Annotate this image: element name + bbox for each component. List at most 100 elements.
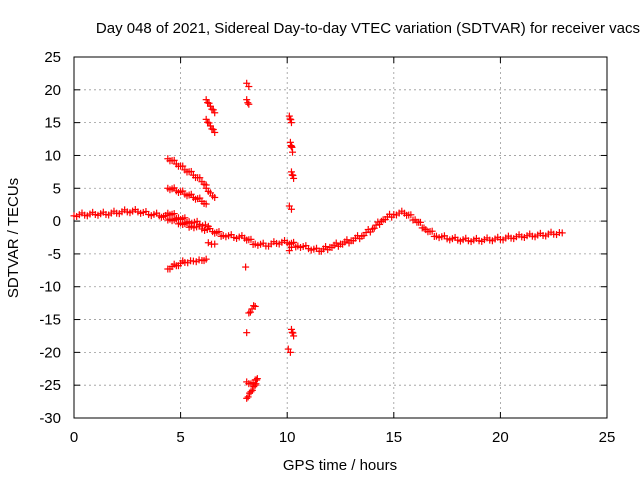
series-track-H xyxy=(204,239,219,248)
y-tick-label: -20 xyxy=(39,344,61,361)
series-track-B xyxy=(164,184,210,208)
data-point-fill xyxy=(170,156,178,164)
y-tick-label: 10 xyxy=(44,147,61,164)
data-point xyxy=(211,109,219,117)
data-point xyxy=(287,205,295,213)
y-tick-label: 25 xyxy=(44,49,61,66)
data-point xyxy=(202,96,210,104)
series-track-C xyxy=(164,209,212,230)
series-track-K xyxy=(242,263,250,271)
data-point xyxy=(204,222,212,230)
series-track-J xyxy=(243,96,253,108)
data-point xyxy=(243,96,251,104)
data-point-fill xyxy=(289,171,297,179)
data-point-fill xyxy=(209,106,217,114)
data-point-fill xyxy=(247,235,255,243)
data-point xyxy=(287,243,295,251)
data-point xyxy=(287,168,295,176)
data-point-fill xyxy=(205,99,213,107)
data-point-fill xyxy=(208,105,216,113)
axis-ticks: 0 5 10 15 20 25 25 20 15 10 5 0 -5 -10 -15 -20 -25 -30 xyxy=(39,49,615,446)
plot-frame xyxy=(73,56,608,419)
series-track-T xyxy=(285,243,295,255)
data-point xyxy=(286,348,294,356)
series-track-S xyxy=(285,202,295,213)
series-track-I xyxy=(243,79,253,91)
data-point-fill xyxy=(208,125,216,133)
series-track-U xyxy=(287,325,298,340)
data-point-fill xyxy=(209,126,217,134)
data-point xyxy=(253,375,261,383)
data-point-fill xyxy=(370,224,378,232)
x-tick-label: 0 xyxy=(70,429,78,446)
series-track-R xyxy=(287,168,298,182)
series-track-D xyxy=(202,184,219,201)
data-point-fill xyxy=(187,167,195,175)
data-point-fill xyxy=(248,386,256,394)
x-tick-label: 5 xyxy=(176,429,184,446)
series-track-L xyxy=(245,302,259,317)
data-point-fill xyxy=(204,118,212,126)
data-point-fill xyxy=(372,221,380,229)
data-point xyxy=(202,200,210,208)
y-tick-label: -5 xyxy=(48,246,61,263)
data-point-fill xyxy=(288,328,296,336)
data-point xyxy=(202,255,210,263)
data-point xyxy=(242,263,250,271)
data-point xyxy=(290,332,298,340)
data-point-fill xyxy=(204,99,212,107)
data-point-fill xyxy=(196,174,204,182)
x-axis-label: GPS time / hours xyxy=(283,457,397,474)
data-points xyxy=(70,79,566,402)
series-track-E xyxy=(202,96,219,117)
series-track-M xyxy=(243,329,251,337)
data-point xyxy=(251,302,259,310)
data-point-fill xyxy=(289,329,297,337)
data-point xyxy=(211,128,219,136)
series-track-V xyxy=(284,345,294,356)
data-point-fill xyxy=(428,227,436,235)
data-point-fill xyxy=(205,119,213,127)
x-tick-label: 10 xyxy=(279,429,296,446)
y-tick-label: 5 xyxy=(53,180,61,197)
data-point xyxy=(251,381,259,389)
y-tick-label: 0 xyxy=(53,213,61,230)
data-point-fill xyxy=(244,393,252,401)
data-point xyxy=(211,193,219,201)
data-point-fill xyxy=(181,214,189,222)
data-point-fill xyxy=(244,99,252,107)
data-point-fill xyxy=(250,302,258,310)
data-point xyxy=(245,309,253,317)
x-tick-label: 20 xyxy=(492,429,509,446)
data-point-fill xyxy=(420,224,428,232)
x-tick-label: 15 xyxy=(385,429,402,446)
data-point xyxy=(287,325,295,333)
data-point xyxy=(289,148,297,156)
data-point-fill xyxy=(416,218,424,226)
series-main-band xyxy=(70,206,566,255)
data-point xyxy=(211,240,219,248)
data-point xyxy=(245,100,253,108)
data-point xyxy=(204,239,212,247)
y-tick-label: -25 xyxy=(39,377,61,394)
data-point xyxy=(206,122,214,130)
x-tick-label: 25 xyxy=(599,429,616,446)
data-point-fill xyxy=(246,308,254,316)
data-point-fill xyxy=(170,210,178,218)
data-point-fill xyxy=(179,162,187,170)
data-point xyxy=(206,102,214,110)
series-track-P xyxy=(285,112,295,127)
series-track-G xyxy=(164,255,210,273)
data-point xyxy=(558,229,566,237)
series-track-Q xyxy=(286,138,297,156)
data-point-fill xyxy=(252,380,260,388)
data-point-fill xyxy=(286,115,294,123)
y-tick-label: -10 xyxy=(39,279,61,296)
data-point xyxy=(243,394,251,402)
y-axis-label: SDTVAR / TECUs xyxy=(5,178,22,298)
data-point-fill xyxy=(407,211,415,219)
data-point xyxy=(285,112,293,120)
y-tick-label: -30 xyxy=(39,410,61,427)
chart-title: Day 048 of 2021, Sidereal Day-to-day VTE… xyxy=(96,20,640,37)
